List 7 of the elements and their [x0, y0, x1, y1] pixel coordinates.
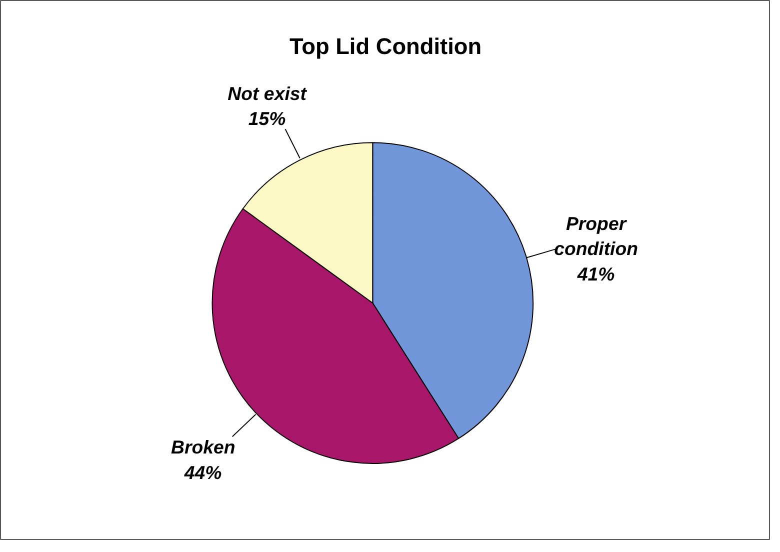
slice-label: Broken: [170, 436, 236, 458]
data-label: 44%: [183, 462, 222, 483]
slice-label: Not exist: [228, 82, 308, 104]
chart-title: Top Lid Condition: [289, 33, 482, 60]
data-label: 41%: [576, 263, 616, 284]
slice-label: Proper condition: [554, 212, 638, 260]
data-label: 15%: [248, 108, 286, 130]
